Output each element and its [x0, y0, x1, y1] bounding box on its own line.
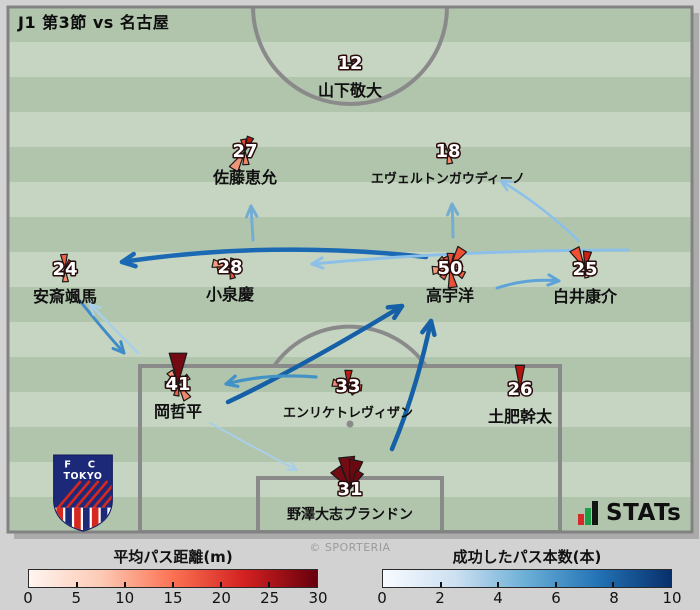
copyright: © SPORTERIA: [309, 541, 391, 554]
legend-tick-label: 10: [115, 588, 135, 607]
legend-passes-colorbar: [382, 568, 672, 588]
pitch-border: [6, 5, 694, 534]
player-number: 26: [507, 379, 532, 400]
player-28: 28: [211, 256, 244, 280]
player-number: 28: [217, 257, 242, 278]
player-24: 24: [51, 253, 79, 283]
player-number: 12: [337, 53, 362, 74]
stats-bar-chart-icon: [578, 501, 599, 525]
legend-tick-label: 8: [609, 588, 619, 607]
stats-logo: STATs: [578, 501, 681, 525]
stats-icon-bar: [578, 514, 584, 525]
pass-arrow-50-to-18: [446, 202, 460, 239]
player-31: 31: [330, 455, 364, 502]
legend-tick-mark: [497, 581, 500, 587]
player-number: 31: [337, 479, 362, 500]
crest-pattern: [54, 480, 112, 531]
legend-tick-label: 5: [71, 588, 82, 607]
legend-distance-title: 平均パス距離(m): [113, 548, 233, 566]
legend-tick-label: 2: [435, 588, 445, 607]
pass-arrow-41-to-31: [209, 422, 298, 471]
legend-passes: 成功したパス本数(本) 0 2 4 6 8 10: [377, 548, 681, 607]
player-41: 41: [164, 352, 192, 402]
pass-arrow-25-to-18: [499, 179, 581, 243]
legend-tick-label: 0: [23, 588, 33, 607]
legend-tick-label: 30: [308, 588, 328, 607]
legend-distance-colorbar: [28, 568, 318, 588]
legend-tick-mark: [220, 581, 222, 587]
player-number: 18: [435, 141, 460, 162]
stats-icon-bar: [585, 508, 591, 525]
player-name: 白井康介: [553, 287, 618, 306]
legend-tick-mark: [439, 581, 442, 587]
pass-arrow-31-to-50: [389, 318, 437, 452]
pass-arrow-24-to-41: [78, 299, 126, 355]
pitch-lines: [138, 7, 562, 532]
player-50: 50: [431, 245, 468, 289]
player-number: 41: [165, 374, 190, 395]
legend-distance: 平均パス距離(m) 0 5 10 15 20 25 30: [23, 548, 327, 607]
player-26: 26: [506, 364, 534, 402]
legend-tick-label: 0: [377, 588, 387, 607]
stats-logo-text: STATs: [606, 500, 682, 526]
player-name: 岡哲平: [154, 402, 202, 421]
fc-tokyo-crest: F C TOKYO: [53, 454, 113, 532]
player-name: 野澤大志ブランドン: [287, 506, 413, 523]
player-number: 24: [52, 259, 77, 280]
legend-distance-labels: 0 5 10 15 20 25 30: [23, 588, 327, 607]
match-title: J1 第3節 vs 名古屋: [18, 13, 170, 32]
legend-tick-mark: [172, 581, 174, 587]
legend-tick-mark: [554, 581, 557, 587]
pass-arrow-28-to-27: [245, 204, 259, 242]
legend-passes-title: 成功したパス本数(本): [452, 548, 602, 566]
legend-tick-label: 15: [163, 588, 183, 607]
player-name: 佐藤恵允: [212, 168, 277, 187]
pitch-shadow: [14, 532, 699, 539]
player-name: 小泉慶: [206, 285, 254, 304]
legend-tick-label: 4: [493, 588, 503, 607]
player-name: エヴェルトンガウディーノ: [371, 171, 525, 187]
player-number: 25: [572, 259, 597, 280]
legend-tick-mark: [124, 581, 126, 587]
pass-arrow-41-to-50: [225, 303, 405, 405]
legend-passes-labels: 0 2 4 6 8 10: [377, 588, 681, 607]
legend-tick-label: 20: [211, 588, 231, 607]
player-25: 25: [569, 246, 599, 282]
player-name: 土肥幹太: [488, 407, 553, 426]
legend-tick-mark: [76, 581, 78, 587]
legend-tick-mark: [612, 581, 615, 587]
crest-tokyo-text: TOKYO: [64, 471, 103, 482]
pass-arrow-50-to-25: [495, 273, 561, 290]
pitch-stripes: [8, 7, 692, 532]
player-number: 33: [335, 376, 360, 397]
player-name: エンリケトレヴィザン: [283, 405, 413, 421]
pass-arrow-33-to-41: [224, 374, 318, 388]
player-12: 12: [336, 52, 364, 76]
legend-tick-label: 25: [260, 588, 280, 607]
stats-icon-bar: [592, 501, 598, 525]
player-name: 高宇洋: [426, 286, 474, 305]
legend-tick-label: 6: [551, 588, 561, 607]
player-33: 33: [331, 369, 363, 399]
player-number: 27: [232, 141, 257, 162]
pass-arrow-50-to-24: [119, 247, 429, 269]
pass-arrow-41-to-24: [88, 302, 140, 355]
pitch-shadow: [692, 13, 699, 539]
player-number: 50: [437, 258, 462, 279]
player-name: 山下敬大: [318, 81, 382, 100]
legend-tick-label: 10: [662, 588, 682, 607]
player-27: 27: [228, 135, 259, 173]
legend-tick-mark: [268, 581, 270, 587]
player-name: 安斎颯馬: [33, 287, 97, 306]
crest-fc-text: F C: [64, 460, 102, 471]
player-18: 18: [434, 140, 462, 165]
